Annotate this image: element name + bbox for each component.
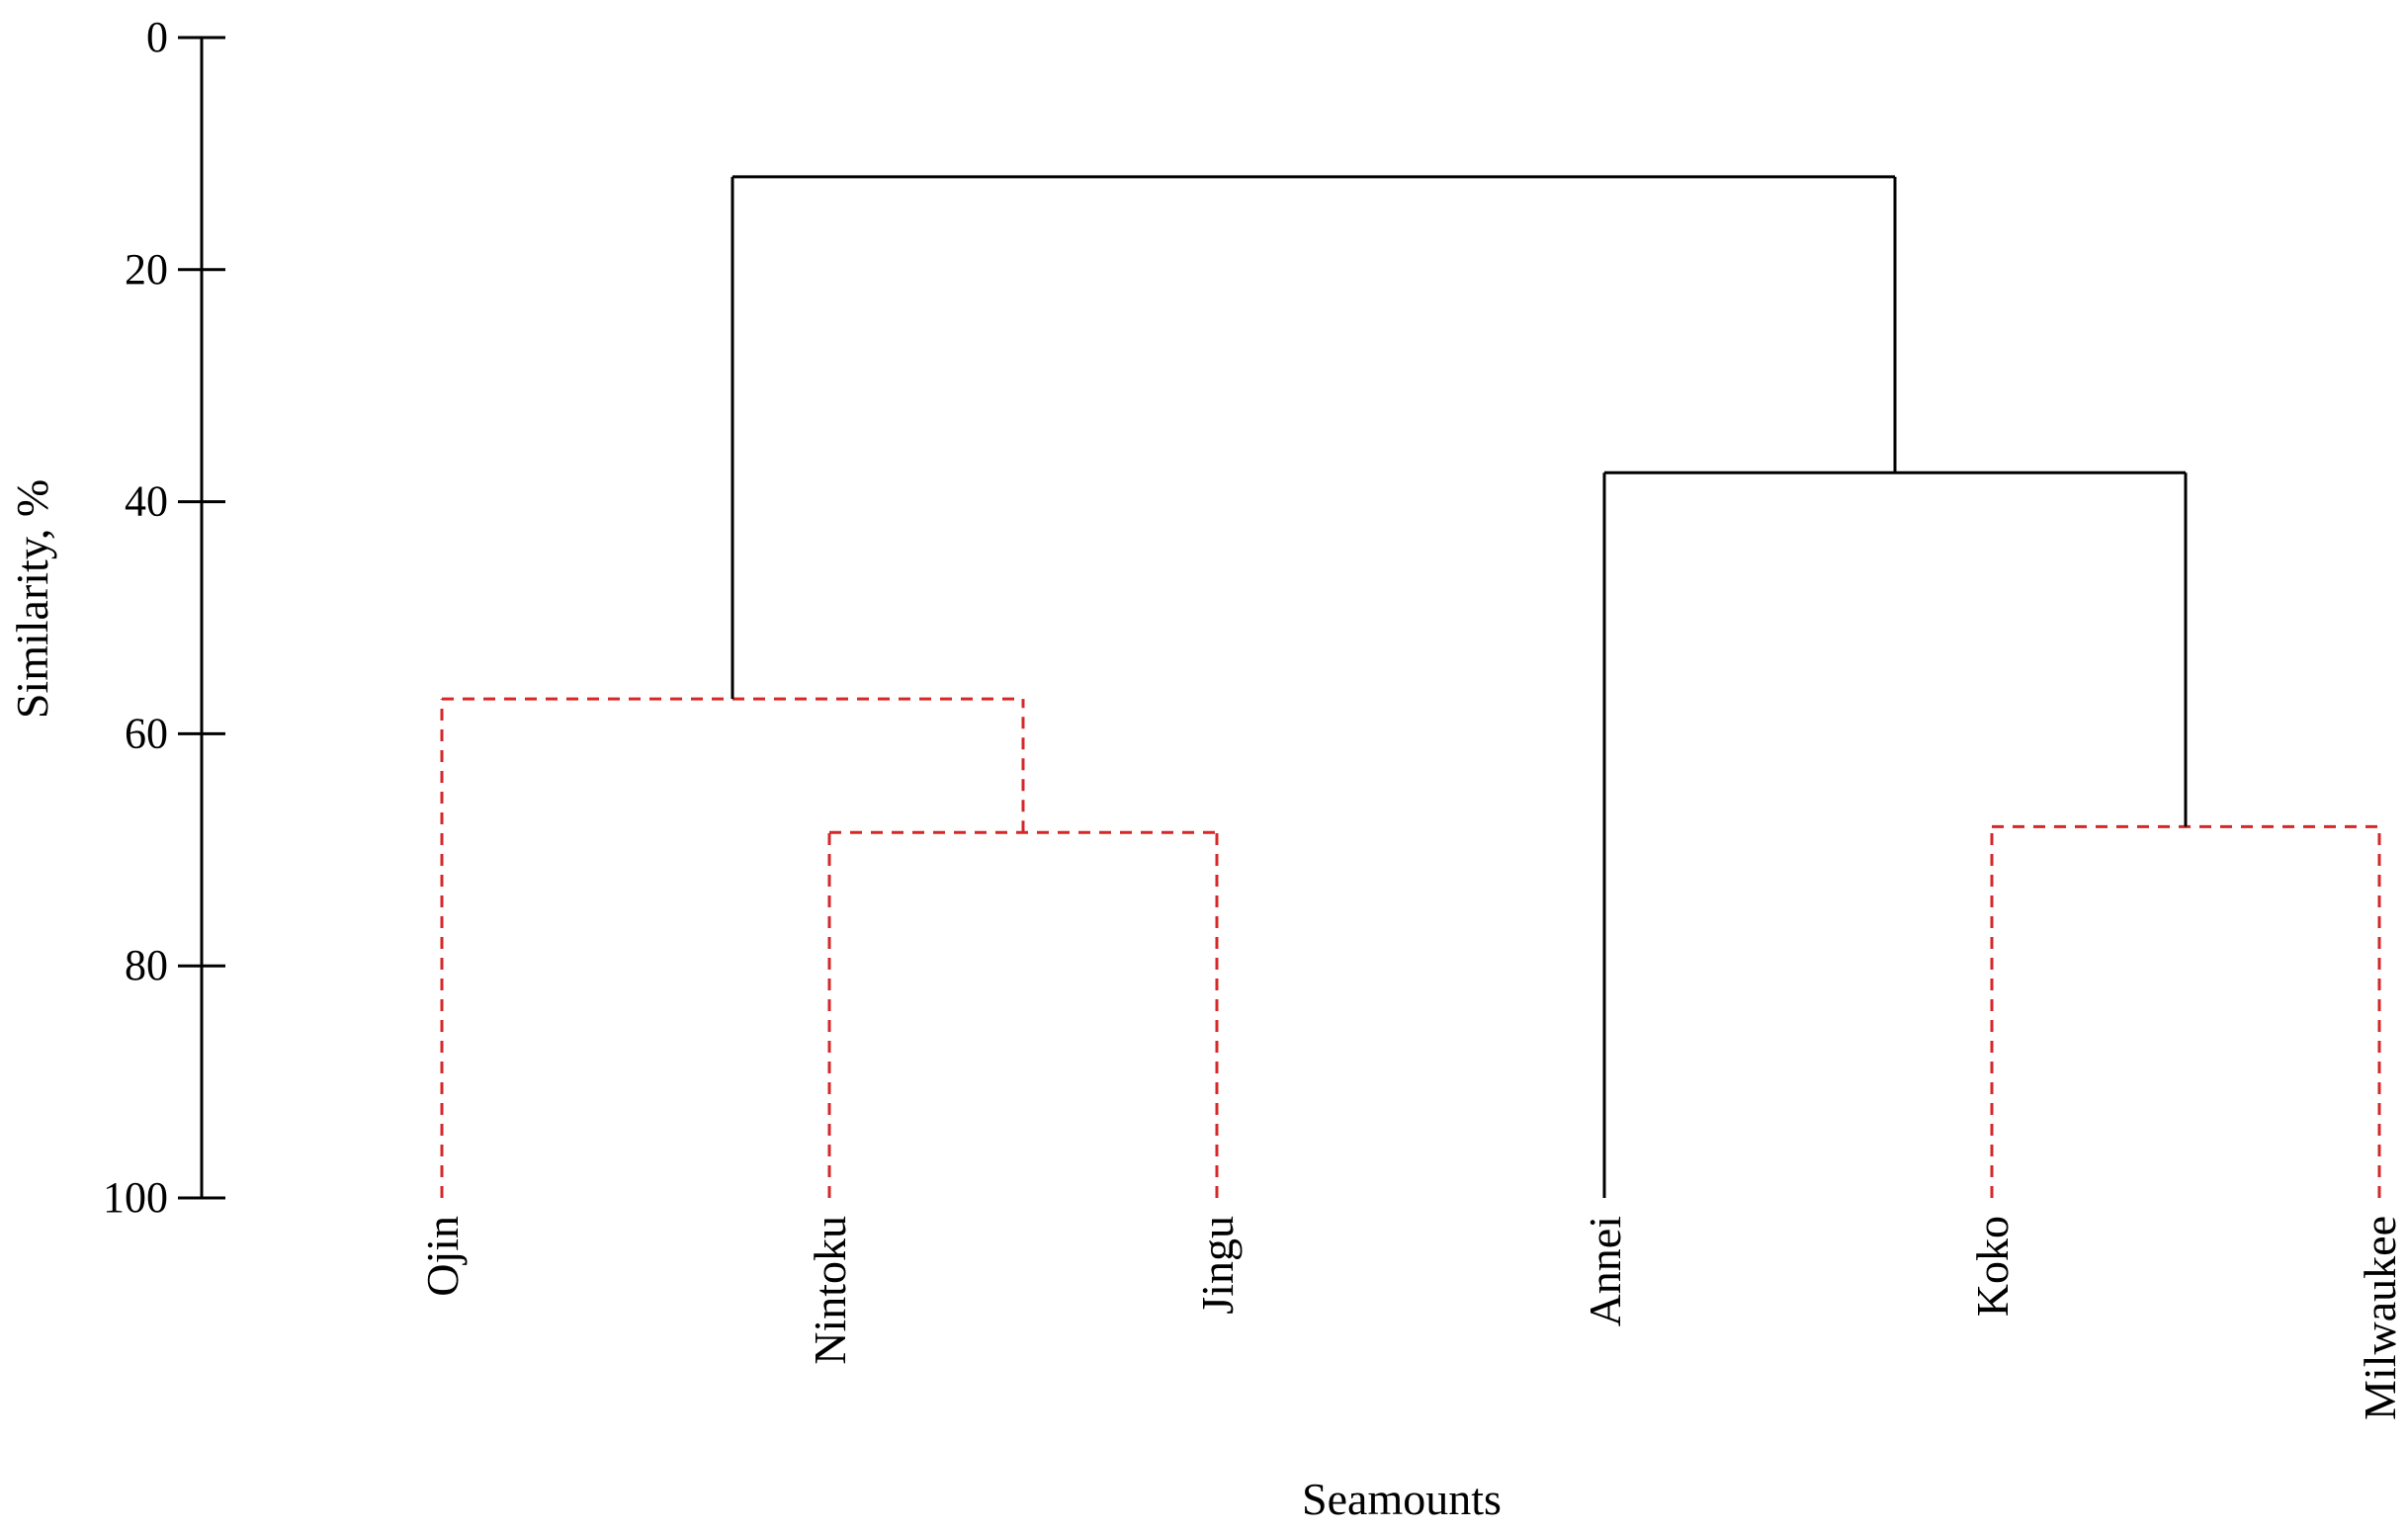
leaf-labels: Ojin Nintoku Jingu Annei Koko Milwaukee — [417, 1216, 2405, 1420]
dendrogram-branches — [440, 175, 2381, 1198]
leaf-label-koko: Koko — [1967, 1216, 2018, 1317]
y-tick-label: 80 — [125, 941, 168, 989]
y-axis-title: Similarity, % — [7, 479, 57, 719]
leaf-label-annei: Annei — [1580, 1216, 1630, 1326]
y-tick-label: 0 — [146, 13, 168, 61]
leaf-label-milwaukee: Milwaukee — [2355, 1216, 2405, 1420]
y-tick-label: 20 — [125, 245, 168, 294]
leaf-label-jingu: Jingu — [1192, 1216, 1243, 1315]
x-axis-title: Seamounts — [1302, 1474, 1502, 1524]
y-tick-label: 40 — [125, 477, 168, 526]
y-tick-label: 60 — [125, 709, 168, 757]
y-tick-label: 100 — [103, 1173, 168, 1222]
leaf-label-nintoku: Nintoku — [805, 1216, 855, 1365]
y-axis: 0 20 40 60 80 100 — [103, 13, 225, 1222]
leaf-label-ojin: Ojin — [417, 1216, 468, 1297]
